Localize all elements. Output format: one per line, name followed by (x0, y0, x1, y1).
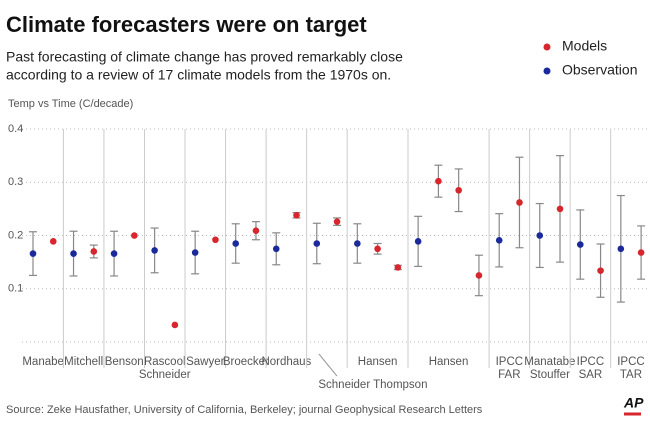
point (151, 247, 158, 254)
x-tick-label: Sawyer (186, 356, 225, 368)
point (171, 321, 179, 329)
point (354, 240, 361, 247)
x-tick-label: IPCC (577, 356, 604, 368)
x-tick-label: Hansen (358, 356, 398, 368)
point (70, 250, 77, 257)
x-tick-label: Broecker (223, 356, 269, 368)
x-tick-label: Hansen (429, 356, 469, 368)
point (516, 199, 523, 206)
x-tick-label: Mitchell (64, 356, 103, 368)
x-tick-label: Stouffer (530, 369, 570, 381)
point (455, 186, 462, 194)
y-tick-label: 0.3 (8, 176, 23, 188)
legend-label: Observation (562, 62, 637, 78)
point (29, 250, 37, 257)
y-tick-label: 0.1 (8, 283, 23, 295)
point (232, 240, 239, 247)
point (597, 267, 604, 274)
point (536, 232, 544, 239)
x-tick-label: Rascool (144, 356, 186, 368)
point (475, 272, 483, 279)
point (272, 245, 280, 253)
x-tick-label: FAR (498, 369, 520, 381)
point (131, 232, 138, 239)
legend-marker (543, 67, 551, 75)
x-tick-label: Benson (105, 356, 144, 368)
y-axis-label: Temp vs Time (C/decade) (8, 98, 133, 110)
point (394, 264, 402, 271)
x-tick-label: TAR (620, 369, 642, 381)
point (49, 238, 57, 245)
logo: AP (623, 395, 644, 411)
leader-line (318, 353, 338, 377)
x-tick-label: Manatabe (524, 356, 575, 368)
chart-title: Climate forecasters were on target (6, 12, 367, 37)
point (414, 238, 422, 245)
point (252, 227, 260, 235)
point (617, 245, 625, 253)
point (333, 218, 341, 225)
point (191, 249, 199, 256)
point (637, 249, 645, 256)
point (374, 245, 381, 253)
point (576, 241, 584, 248)
x-tick-label: Nordhaus (261, 356, 311, 368)
point (90, 248, 98, 255)
point (495, 236, 503, 244)
point (212, 236, 219, 244)
point (313, 240, 321, 247)
x-tick-label: IPCC (496, 356, 523, 368)
x-tick-label: Manabe (22, 356, 64, 368)
subtitle: according to a review of 17 climate mode… (6, 67, 391, 83)
point (293, 211, 300, 219)
point (435, 177, 442, 185)
x-tick-label: Schneider Thompson (318, 379, 427, 391)
point (110, 250, 118, 257)
source: Source: Zeke Hausfather, University of C… (6, 404, 483, 416)
subtitle: Past forecasting of climate change has p… (6, 49, 403, 65)
point (556, 205, 564, 213)
x-tick-label: Schneider (139, 369, 191, 381)
legend-label: Models (562, 38, 607, 54)
x-tick-label: IPCC (617, 356, 644, 368)
x-tick-label: SAR (579, 369, 603, 381)
y-tick-label: 0.2 (8, 229, 23, 241)
legend-marker (543, 43, 551, 51)
y-tick-label: 0.4 (8, 123, 23, 135)
